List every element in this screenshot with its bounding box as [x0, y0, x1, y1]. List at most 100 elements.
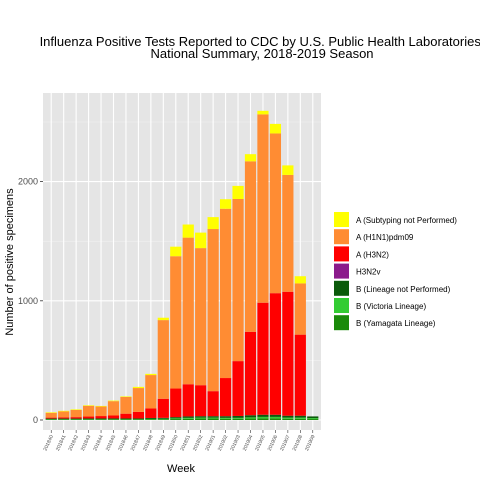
bar-segment [195, 232, 207, 249]
bar-segment [269, 418, 282, 420]
bar-segment [294, 415, 306, 418]
bar-segment [307, 419, 319, 420]
bar-segment [257, 414, 269, 417]
bar-segment [145, 408, 157, 418]
x-tick-label: 201843 [80, 434, 93, 452]
bar-segment [170, 388, 182, 418]
bar-segment [282, 174, 294, 292]
bar-segment [294, 417, 306, 419]
bar-segment [207, 418, 219, 420]
bar-segment [195, 416, 207, 418]
bar-segment [282, 291, 294, 416]
bar-segment [145, 375, 157, 409]
bar-segment [207, 391, 219, 417]
y-axis-ticks: 0 1000 2000 [18, 177, 43, 425]
legend-swatch [334, 298, 349, 313]
x-tick-label: 201841 [55, 434, 68, 452]
bar-segment [120, 413, 132, 419]
x-axis-title: Week [167, 463, 195, 475]
bar-segment [207, 229, 219, 392]
bar-segment [207, 217, 219, 230]
bar-segment [182, 417, 194, 419]
chart-title-line-1: Influenza Positive Tests Reported to CDC… [40, 34, 480, 49]
bar-segment [232, 199, 244, 362]
bar-segment [244, 415, 257, 418]
x-tick-label: 201849 [155, 434, 168, 452]
legend-label: A (H3N2) [356, 250, 389, 259]
x-tick-label: 201905 [254, 434, 267, 452]
x-tick-label: 201901 [204, 434, 217, 452]
bar-segment [157, 417, 169, 419]
bar-segment [269, 293, 282, 415]
bar-segment [107, 415, 120, 419]
y-axis-title: Number of positive specimens [4, 188, 16, 336]
bar-segment [170, 419, 182, 420]
bar-segment [95, 406, 107, 417]
legend-swatch [334, 315, 349, 331]
bar-segment [219, 378, 232, 417]
legend-label: B (Yamagata Lineage) [356, 319, 436, 328]
bar-segment [58, 411, 70, 418]
bar-segment [45, 418, 57, 420]
bar-segment [269, 416, 282, 419]
bar-segment [182, 224, 194, 238]
bar-segment [120, 396, 132, 414]
legend-label: A (Subtyping not Performed) [356, 216, 457, 225]
x-tick-label: 201847 [130, 434, 143, 452]
bar-segment [82, 405, 95, 406]
legend-label: H3N2v [356, 268, 380, 277]
bars [45, 110, 319, 420]
bar-segment [145, 419, 157, 420]
y-tick-label: 2000 [18, 177, 38, 187]
bar-segment [70, 409, 82, 418]
bar-segment [195, 385, 207, 417]
x-tick-label: 201848 [142, 434, 155, 452]
x-tick-label: 201907 [279, 434, 292, 452]
bar-segment [232, 417, 244, 419]
bar-segment [307, 418, 319, 420]
bar-segment [195, 417, 207, 419]
bar-segment [257, 110, 269, 115]
bar-segment [82, 405, 95, 417]
bar-segment [269, 123, 282, 134]
bar-segment [257, 114, 269, 303]
bar-segment [182, 418, 194, 420]
x-tick-label: 201904 [242, 434, 255, 452]
bar-segment [282, 418, 294, 420]
bar-segment [145, 417, 157, 419]
x-tick-label: 201852 [192, 434, 205, 452]
bar-segment [269, 133, 282, 294]
bar-segment [58, 417, 70, 419]
bar-segment [219, 199, 232, 209]
y-tick-label: 1000 [18, 296, 38, 306]
bar-segment [157, 398, 169, 418]
bar-segment [170, 417, 182, 419]
bar-segment [269, 414, 282, 417]
bar-segment [294, 334, 306, 416]
x-tick-label: 201902 [217, 434, 230, 452]
legend-swatch [334, 229, 349, 245]
bar-segment [157, 419, 169, 420]
x-tick-label: 201840 [43, 434, 56, 452]
bar-segment [70, 409, 82, 410]
bar-segment [257, 418, 269, 420]
bar-segment [232, 418, 244, 420]
bar-segment [219, 418, 232, 420]
legend-swatch [334, 280, 349, 296]
bar-segment [282, 165, 294, 175]
bar-segment [132, 388, 145, 412]
bar-segment [232, 185, 244, 200]
bar-segment [45, 417, 57, 419]
bar-segment [170, 256, 182, 389]
bar-segment [257, 302, 269, 415]
bar-segment [195, 248, 207, 386]
bar-segment [182, 237, 194, 385]
bar-segment [170, 418, 182, 420]
x-tick-label: 201906 [267, 434, 280, 452]
x-tick-label: 201903 [229, 434, 242, 452]
bar-segment [207, 416, 219, 418]
bar-segment [132, 418, 145, 420]
bar-segment [157, 320, 169, 399]
bar-segment [145, 373, 157, 376]
